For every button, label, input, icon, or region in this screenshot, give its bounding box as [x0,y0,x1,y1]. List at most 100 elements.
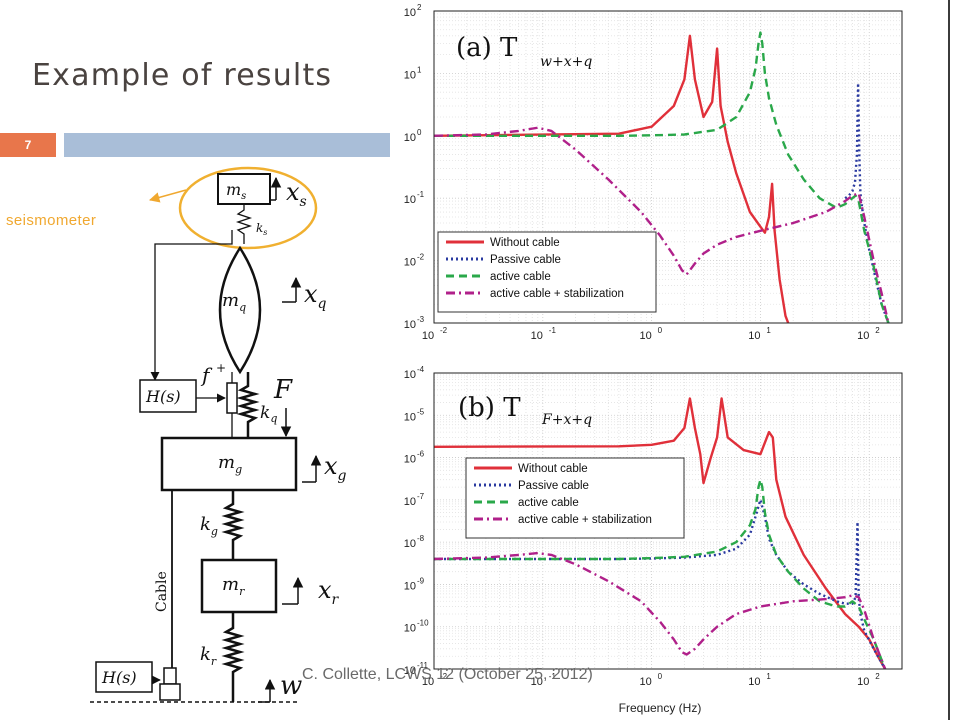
legend-box [465,457,685,539]
svg-text:xr: xr [318,576,340,608]
svg-text:xq: xq [304,280,327,312]
chart-b-title: (b) T [458,393,521,423]
x-tick-label: 10 [422,676,434,688]
legend-entry: Without cable [518,463,588,475]
F-label: F [273,375,293,405]
y-tick-exponent: -3 [417,315,425,324]
y-tick-label: 10 [404,369,416,381]
x-tick-label: 10 [531,330,543,342]
series-line-active-cable-stabilization [434,551,887,669]
x-tick-label: 10 [531,676,543,688]
y-tick-exponent: -5 [417,407,425,416]
y-tick-label: 10 [404,257,416,269]
chart-a: 10 -2 10 -1 10 0 10 1 10 210 -310 -210 -110 010 110 2 W… [390,0,948,342]
y-tick-exponent: -11 [417,661,429,670]
seismometer-pointer [148,189,187,203]
kg-sub: g [211,525,218,538]
kg-label: k [200,514,211,535]
legend-entry: active cable [490,271,551,283]
y-tick-exponent: -4 [417,365,425,374]
series-line-passive-cable [844,81,890,323]
y-tick-label: 10 [404,454,416,466]
x-tick-label: 10 [748,676,760,688]
kr-sub: r [211,655,217,668]
svg-text:xg: xg [324,452,347,484]
svg-text:xs: xs [286,178,307,210]
mass-mr [200,558,278,614]
y-tick-label: 10 [404,411,416,423]
mass-ms [217,173,271,205]
x-tick-label: 10 [857,330,869,342]
y-tick-exponent: -10 [417,619,429,628]
x-tick-exponent: -2 [440,672,448,681]
ks-sub: s [263,228,267,237]
xs-label: x [286,178,300,206]
kr-label: k [200,644,211,665]
ks-label: k [256,221,263,235]
mr-sub: r [239,585,245,598]
spring-kr [221,612,245,702]
x-tick-exponent: -2 [440,326,448,335]
y-tick-exponent: 2 [417,3,422,12]
ms-label: m [226,180,241,199]
mass-mg [160,436,298,492]
footer-citation: C. Collette, LCWS 12 (October 25, 2012) [302,666,593,683]
h1-label: H(s) [145,387,181,406]
x-tick-exponent: -1 [549,672,557,681]
x-tick-exponent: 0 [658,672,663,681]
title-bar [64,133,396,157]
legend-entry: Passive cable [490,254,561,266]
x-tick-exponent: 2 [875,672,880,681]
spring-kg [221,490,245,560]
x-tick-label: 10 [639,676,651,688]
y-tick-exponent: -7 [417,492,425,501]
y-tick-exponent: 1 [417,65,422,74]
page-number: 7 [0,133,56,157]
mq-sub: q [239,301,246,314]
cable-label: Cable [154,571,170,612]
seismometer-label: seismometer [6,212,97,229]
xr-sub: r [332,592,340,608]
w-label: w [280,671,302,701]
right-border [948,0,950,720]
x-tick-exponent: 1 [766,672,771,681]
svg-text:kg: kg [200,514,218,538]
series-line-active-cable [434,31,890,323]
x-tick-label: 10 [422,330,434,342]
svg-text:ms: ms [226,180,246,202]
kq-sub: q [270,412,277,425]
y-tick-label: 10 [404,665,416,677]
legend-entry: active cable [518,497,579,509]
y-tick-exponent: -2 [417,253,425,262]
xg-label: x [324,452,338,480]
y-tick-exponent: -8 [417,534,425,543]
svg-text:mg: mg [218,452,242,476]
svg-text:ks: ks [256,221,267,237]
y-tick-label: 10 [404,319,416,331]
svg-text:+: + [216,361,226,375]
x-tick-exponent: 2 [875,326,880,335]
ms-sub: s [241,191,246,202]
y-tick-label: 10 [404,580,416,592]
x-tick-label: 10 [639,330,651,342]
legend-entry: active cable + stabilization [518,514,652,526]
spring-kq [236,372,260,438]
y-tick-exponent: 0 [417,128,422,137]
svg-text:mq: mq [222,290,246,314]
y-tick-label: 10 [404,194,416,206]
xq-label: x [304,280,318,308]
y-tick-exponent: -1 [417,190,425,199]
y-tick-label: 10 [404,623,416,635]
x-tick-label: 10 [748,330,760,342]
mr-label: m [222,574,239,595]
y-tick-label: 10 [404,7,416,19]
mg-sub: g [235,463,242,476]
spring-ks [235,204,253,244]
xq-sub: q [318,296,327,312]
h2-label: H(s) [101,668,137,687]
legend-entry: Passive cable [518,480,589,492]
series-line-active-cable-stabilization [434,126,890,323]
controller-h2 [95,661,153,693]
xr-label: x [318,576,332,604]
